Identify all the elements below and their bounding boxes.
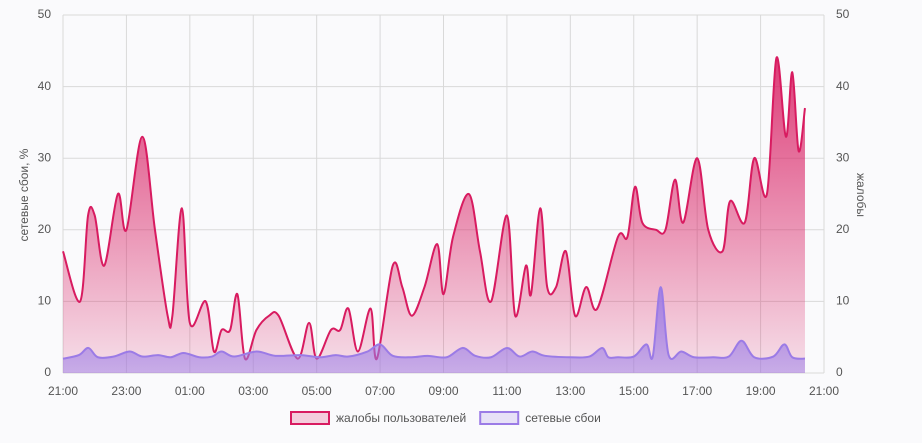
x-tick-label: 09:00: [428, 384, 458, 398]
series-line: [62, 286, 806, 361]
y2-axis-label: жалобы: [854, 173, 868, 217]
y2-tick-label: 20: [836, 222, 850, 236]
x-tick-label: 17:00: [682, 384, 712, 398]
y-tick-label: 50: [38, 7, 52, 21]
y2-tick-label: 0: [836, 365, 843, 379]
area-fill: [63, 57, 805, 374]
x-tick-label: 19:00: [746, 384, 776, 398]
x-tick-label: 21:00: [48, 384, 78, 398]
y-axis-label: сетевые сбои, %: [17, 148, 31, 241]
y-tick-label: 10: [38, 294, 52, 308]
legend-swatch: [479, 411, 520, 425]
y-tick-label: 40: [38, 79, 52, 93]
series-line: [62, 56, 806, 361]
x-tick-label: 03:00: [238, 384, 268, 398]
y-tick-label: 0: [44, 365, 51, 379]
legend-label: сетевые сбои: [525, 411, 601, 425]
x-tick-label: 01:00: [175, 384, 205, 398]
y2-tick-label: 40: [836, 79, 850, 93]
x-tick-label: 15:00: [619, 384, 649, 398]
y2-tick-label: 10: [836, 294, 850, 308]
x-tick-label: 21:00: [809, 384, 839, 398]
y2-tick-label: 50: [836, 7, 850, 21]
x-tick-label: 07:00: [365, 384, 395, 398]
y-tick-label: 20: [38, 222, 52, 236]
y2-tick-label: 30: [836, 150, 850, 164]
legend-label: жалобы пользователей: [336, 411, 466, 425]
y-tick-label: 30: [38, 150, 52, 164]
x-tick-label: 23:00: [111, 384, 141, 398]
legend-swatch: [290, 411, 330, 425]
x-tick-label: 13:00: [555, 384, 585, 398]
x-tick-label: 05:00: [302, 384, 332, 398]
x-tick-label: 11:00: [492, 384, 521, 398]
